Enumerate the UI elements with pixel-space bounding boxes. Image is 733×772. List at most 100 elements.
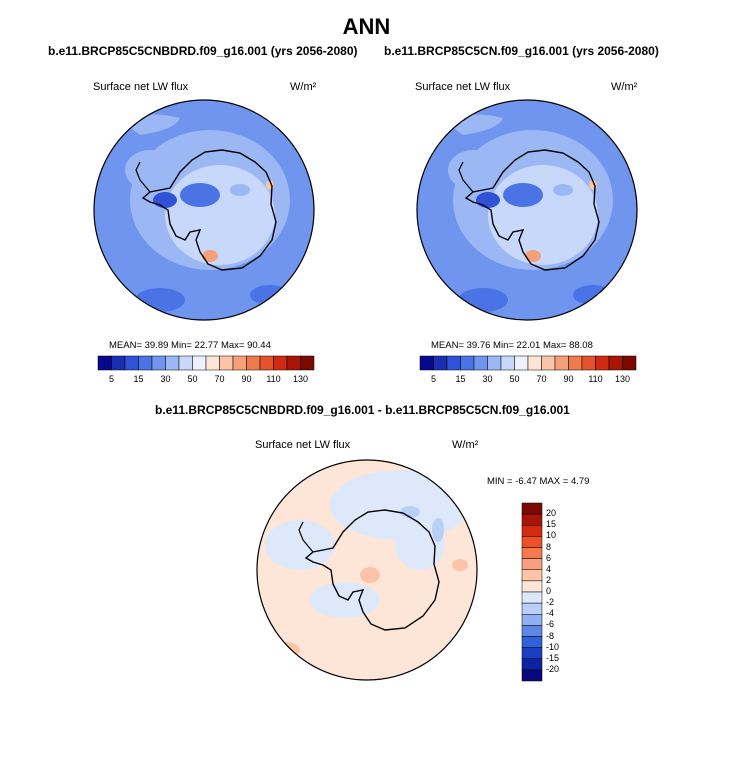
- colorbar3-swatch: [521, 547, 543, 559]
- colorbar1-swatch: [273, 355, 288, 371]
- colorbar2-tick-label: 5: [430, 374, 436, 384]
- colorbar2-swatch: [527, 355, 542, 371]
- colorbar3-swatch: [521, 658, 543, 671]
- colorbar2-swatch: [541, 355, 556, 371]
- colorbar-difference-ticks: 20 15 10 8 6 4 2 0 -2 -4 -6 -8 -10 -15 -20: [546, 503, 576, 681]
- colorbar1-tick-label: 70: [214, 374, 225, 384]
- colorbar3-tick-label: 6: [546, 552, 552, 563]
- colorbar3-tick-label: -15: [546, 652, 560, 663]
- colorbar1-swatch: [246, 355, 261, 371]
- panel2-case-title: b.e11.BRCP85C5CN.f09_g16.001 (yrs 2056-2…: [384, 44, 659, 58]
- map1-fill: [94, 100, 314, 320]
- colorbar3-swatch: [521, 647, 543, 659]
- difference-case-title: b.e11.BRCP85C5CNBDRD.f09_g16.001 - b.e11…: [155, 403, 570, 417]
- colorbar3-swatch: [521, 580, 543, 593]
- colorbar2-swatch: [622, 355, 637, 371]
- map2-antarctica-coastline: [464, 149, 600, 271]
- colorbar3-tick-label: -6: [546, 619, 555, 630]
- colorbar3-tick-label: 8: [546, 541, 552, 552]
- colorbar3-swatch: [521, 669, 543, 682]
- colorbar-panel1: [97, 355, 315, 371]
- colorbar2-swatch: [554, 355, 569, 371]
- colorbar1-tick-label: 15: [133, 374, 144, 384]
- panel2-units-label: W/m²: [611, 81, 638, 93]
- map3-fill: [257, 460, 477, 680]
- colorbar-panel2: [419, 355, 637, 371]
- colorbar2-swatch: [473, 355, 488, 371]
- colorbar3-tick-label: 4: [546, 563, 552, 574]
- colorbar1-swatch: [124, 355, 139, 371]
- colorbar1-tick-label: 130: [292, 374, 309, 384]
- colorbar3-swatch: [521, 625, 543, 637]
- colorbar2-swatch: [419, 355, 434, 371]
- colorbar3-tick-label: -2: [546, 597, 555, 608]
- colorbar3-swatch: [521, 502, 543, 515]
- difference-variable-label: Surface net LW flux: [255, 439, 351, 451]
- colorbar2-swatch: [433, 355, 448, 371]
- colorbar2-tick-label: 15: [455, 374, 466, 384]
- colorbar1-swatch: [205, 355, 220, 371]
- colorbar2-tick-label: 110: [588, 374, 603, 384]
- colorbar2-swatch: [568, 355, 583, 371]
- colorbar2-swatch: [595, 355, 610, 371]
- map3-antarctica-coastline: [304, 509, 440, 631]
- difference-units-label: W/m²: [452, 439, 479, 451]
- colorbar1-swatch: [178, 355, 193, 371]
- colorbar3-tick-label: -4: [546, 608, 555, 619]
- colorbar1-tick-label: 5: [108, 374, 114, 384]
- colorbar1-tick-label: 90: [241, 374, 252, 384]
- colorbar3-swatch: [521, 536, 543, 548]
- colorbar2-swatch: [514, 355, 529, 371]
- colorbar1-swatch: [111, 355, 126, 371]
- panel2-stats: MEAN= 39.76 Min= 22.01 Max= 88.08: [431, 340, 593, 351]
- colorbar3-tick-label: 10: [546, 530, 557, 541]
- colorbar2-swatch: [460, 355, 475, 371]
- colorbar3-tick-label: 15: [546, 519, 557, 530]
- colorbar2-tick-label: 90: [563, 374, 574, 384]
- colorbar3-swatch: [521, 636, 543, 648]
- colorbar1-swatch: [300, 355, 315, 371]
- colorbar1-swatch: [165, 355, 180, 371]
- colorbar2-swatch: [500, 355, 515, 371]
- colorbar1-tick-label: 50: [187, 374, 198, 384]
- colorbar2-swatch: [581, 355, 596, 371]
- colorbar2-swatch: [487, 355, 502, 371]
- colorbar3-tick-label: -8: [546, 630, 555, 641]
- colorbar1-swatch: [219, 355, 234, 371]
- colorbar-panel2-ticks: 5 15 30 50 70 90 110 130: [420, 374, 636, 386]
- colorbar1-swatch: [138, 355, 153, 371]
- colorbar3-swatch: [521, 525, 543, 537]
- colorbar2-tick-label: 30: [482, 374, 493, 384]
- panel1-units-label: W/m²: [290, 81, 317, 93]
- difference-stats: MIN = -6.47 MAX = 4.79: [487, 476, 590, 487]
- colorbar2-tick-label: 70: [536, 374, 547, 384]
- colorbar2-tick-label: 130: [614, 374, 631, 384]
- colorbar3-swatch: [521, 591, 543, 604]
- colorbar-panel1-ticks: 5 15 30 50 70 90 110 130: [98, 374, 314, 386]
- colorbar1-swatch: [97, 355, 112, 371]
- colorbar2-swatch: [608, 355, 623, 371]
- panel1-stats: MEAN= 39.89 Min= 22.77 Max= 90.44: [109, 340, 271, 351]
- colorbar1-tick-label: 110: [266, 374, 281, 384]
- colorbar3-swatch: [521, 602, 543, 615]
- colorbar1-tick-label: 30: [160, 374, 171, 384]
- colorbar3-tick-label: -10: [546, 641, 560, 652]
- panel1-case-title: b.e11.BRCP85C5CNBDRD.f09_g16.001 (yrs 20…: [48, 44, 358, 58]
- colorbar1-swatch: [151, 355, 166, 371]
- colorbar1-swatch: [192, 355, 207, 371]
- colorbar1-swatch: [286, 355, 301, 371]
- colorbar1-swatch: [259, 355, 274, 371]
- colorbar3-swatch: [521, 558, 543, 570]
- colorbar1-swatch: [232, 355, 247, 371]
- map1-antarctica-coastline: [141, 149, 277, 271]
- colorbar3-tick-label: -20: [546, 663, 560, 674]
- colorbar3-swatch: [521, 614, 543, 626]
- page-title: ANN: [342, 14, 391, 39]
- colorbar-difference: [521, 502, 543, 682]
- colorbar2-swatch: [446, 355, 461, 371]
- colorbar3-swatch: [521, 513, 543, 526]
- colorbar3-tick-label: 20: [546, 508, 557, 519]
- panel2-variable-label: Surface net LW flux: [415, 81, 511, 93]
- panel1-variable-label: Surface net LW flux: [93, 81, 189, 93]
